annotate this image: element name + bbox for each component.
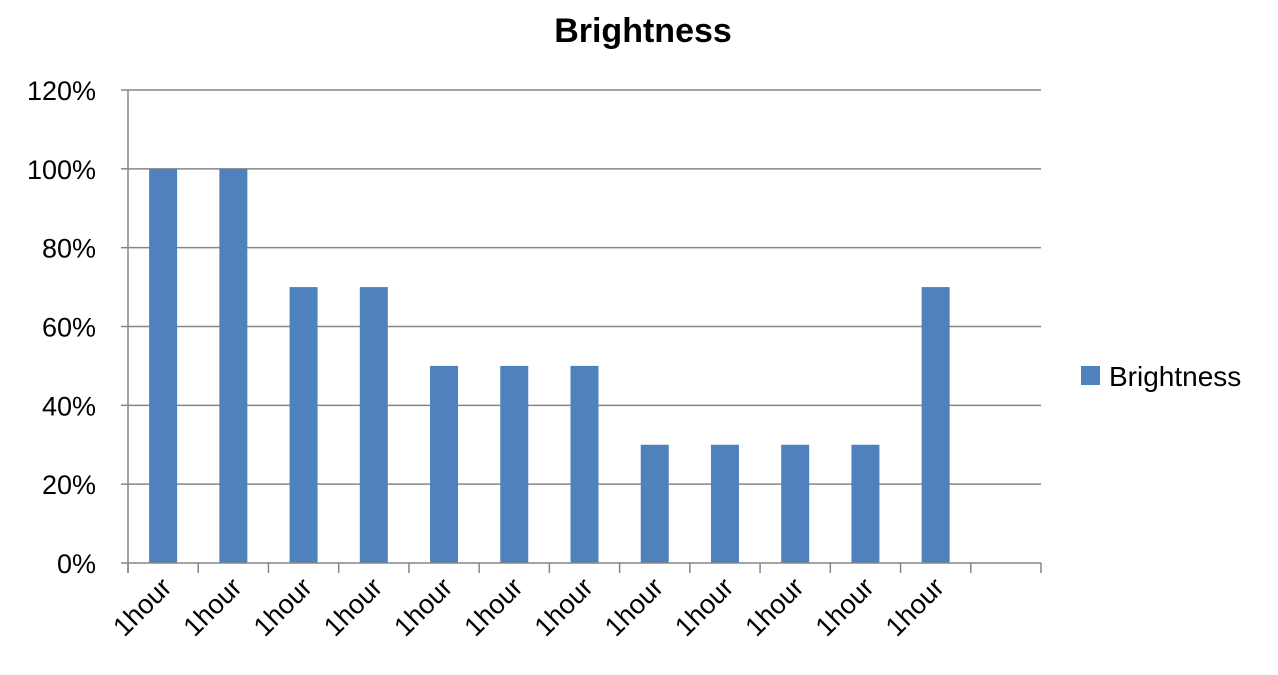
axes [121,89,1042,573]
y-tick-label: 120% [27,76,96,106]
bar [149,168,178,564]
gridlines [128,89,1041,485]
y-tick-labels: 0% 20% 40% 60% 80% 100% 120% [27,76,96,579]
bar [781,444,810,563]
bar [710,444,739,563]
legend: Brightness [1081,361,1241,392]
bar [640,444,669,563]
x-tick-label: 1hour [599,572,669,642]
bars [149,168,950,564]
x-tick-label: 1hour [248,572,318,642]
bar [289,287,318,563]
x-tick-label: 1hour [669,572,739,642]
legend-label: Brightness [1109,361,1241,392]
y-tick-label: 0% [57,549,96,579]
bar [921,287,950,563]
x-tick-label: 1hour [318,572,388,642]
y-tick-label: 80% [42,234,96,264]
y-tick-label: 60% [42,313,96,343]
bar [851,444,880,563]
x-tick-label: 1hour [107,572,177,642]
x-tick-label: 1hour [739,572,809,642]
y-tick-label: 20% [42,470,96,500]
bar [500,365,529,563]
x-tick-label: 1hour [529,572,599,642]
x-tick-labels: 1hour 1hour 1hour 1hour 1hour 1hour 1hour 1hour… [107,572,950,642]
x-tick-label: 1hour [458,572,528,642]
x-tick-label: 1hour [880,572,950,642]
x-tick-label: 1hour [388,572,458,642]
bar [430,365,459,563]
y-tick-label: 100% [27,155,96,185]
bar [359,287,388,563]
x-tick-label: 1hour [178,572,248,642]
legend-swatch [1081,366,1100,385]
x-tick-label: 1hour [810,572,880,642]
bar [570,365,599,563]
chart-title: Brightness [554,12,732,50]
y-tick-label: 40% [42,391,96,421]
bar [219,168,248,564]
